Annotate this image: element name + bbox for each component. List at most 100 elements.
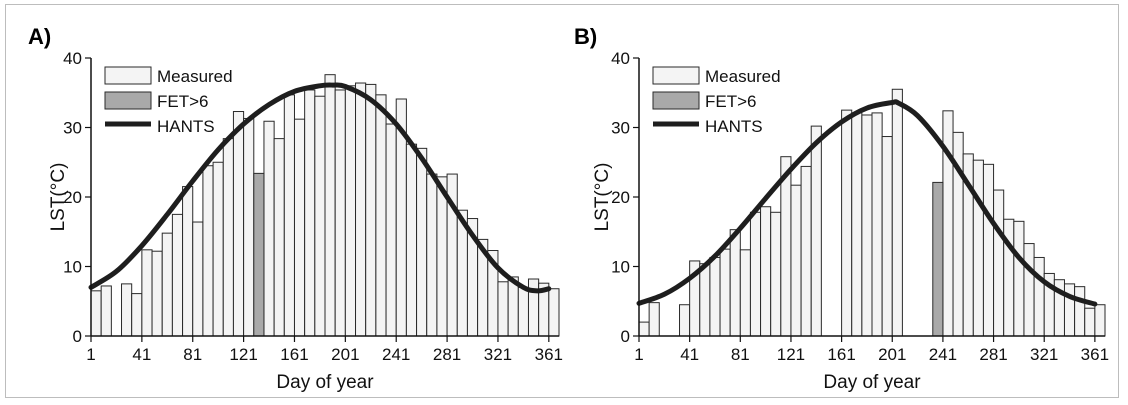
x-tick-label: 161: [280, 345, 308, 364]
bar-measured: [790, 184, 802, 337]
y-tick-label: 0: [621, 327, 630, 346]
legend-swatch-fet: [104, 91, 152, 110]
x-tick-label: 41: [132, 345, 151, 364]
bar-measured: [780, 156, 792, 337]
legend-label: HANTS: [705, 117, 763, 136]
bar-measured: [212, 161, 224, 337]
y-axis-label: LST(°C): [48, 163, 69, 232]
bar-measured: [436, 176, 448, 337]
bar-measured: [679, 304, 691, 337]
y-tick-label: 0: [73, 327, 82, 346]
panel-label: A): [28, 24, 51, 49]
bar-measured: [1094, 304, 1106, 337]
chart-panel-a: A) 0 10 20 30 40 1 41 81 121 161 201 241 281 321 361 Day…: [28, 24, 563, 393]
bar-measured: [719, 248, 731, 337]
y-tick-label: 10: [63, 258, 82, 277]
legend-label: Measured: [705, 67, 781, 86]
bar-measured: [365, 83, 377, 337]
bar-measured: [243, 117, 255, 337]
x-tick-label: 241: [929, 345, 957, 364]
bar-measured: [100, 285, 112, 337]
bar-measured: [182, 186, 194, 337]
bar-measured: [810, 125, 822, 337]
legend-swatch-measured: [652, 66, 700, 85]
bar-measured: [121, 283, 133, 337]
y-tick-label: 20: [611, 188, 630, 207]
x-tick-label: 361: [535, 345, 563, 364]
bar-measured: [770, 211, 782, 337]
bar-measured: [283, 94, 295, 337]
bar-measured: [709, 256, 721, 337]
y-tick-label: 10: [611, 258, 630, 277]
legend-label: Measured: [157, 67, 233, 86]
bar-measured: [861, 114, 873, 337]
x-tick-label: 281: [979, 345, 1007, 364]
y-tick-label: 40: [63, 49, 82, 68]
bar-measured: [841, 109, 853, 337]
bar-measured: [304, 89, 316, 337]
bar-fet: [253, 172, 265, 337]
bar-measured: [648, 302, 660, 337]
x-tick-label: 201: [331, 345, 359, 364]
bar-measured: [375, 94, 387, 337]
bar-measured: [1023, 243, 1035, 337]
bar-measured: [131, 293, 143, 337]
bar-measured: [273, 138, 285, 337]
bar-measured: [324, 74, 336, 337]
y-tick-label: 30: [611, 119, 630, 138]
legend-swatch-measured: [104, 66, 152, 85]
bar-measured: [141, 249, 153, 337]
bar-measured: [263, 120, 275, 337]
x-tick-label: 41: [680, 345, 699, 364]
bar-measured: [426, 173, 438, 337]
bar-measured: [334, 89, 346, 337]
x-tick-label: 121: [229, 345, 257, 364]
hants-curve: [636, 99, 1098, 307]
bar-measured: [699, 263, 711, 337]
bar-measured: [800, 165, 812, 337]
x-tick-label: 1: [86, 345, 95, 364]
bar-measured: [729, 229, 741, 337]
legend-label: FET>6: [705, 92, 757, 111]
bar-measured: [232, 111, 245, 337]
y-tick-label: 30: [63, 119, 82, 138]
legend-swatch-fet: [652, 91, 700, 110]
bar-measured: [151, 250, 163, 337]
y-axis-label: LST(°C): [592, 163, 613, 232]
bar-measured: [416, 147, 428, 337]
bar-measured: [314, 95, 326, 337]
x-tick-label: 321: [1030, 345, 1058, 364]
x-tick-label: 81: [183, 345, 202, 364]
bar-measured: [1084, 307, 1096, 337]
x-tick-label: 241: [382, 345, 410, 364]
bar-measured: [851, 112, 863, 337]
bar-measured: [972, 159, 984, 337]
bar-measured: [1063, 283, 1076, 337]
bar-measured: [90, 290, 102, 337]
bar-measured: [891, 88, 903, 337]
y-tick-label: 40: [611, 49, 630, 68]
x-axis-label: Day of year: [823, 372, 921, 393]
bar-measured: [222, 138, 234, 337]
bar-measured: [749, 211, 762, 337]
bar-measured: [1074, 286, 1086, 337]
y-tick-label: 20: [63, 188, 82, 207]
x-tick-label: 361: [1081, 345, 1109, 364]
bar-measured: [497, 281, 509, 337]
bar-measured: [881, 136, 893, 337]
hants-curve: [88, 82, 552, 294]
bar-measured: [993, 189, 1005, 337]
x-tick-label: 1: [634, 345, 643, 364]
bar-measured: [355, 82, 367, 337]
x-axis-label: Day of year: [276, 372, 374, 393]
x-tick-label: 321: [484, 345, 512, 364]
bar-measured: [161, 232, 173, 337]
x-tick-label: 121: [777, 345, 805, 364]
x-tick-label: 81: [731, 345, 750, 364]
bar-measured: [344, 85, 357, 337]
chart-panel-b: B) 0 10 20 30 40 1 41 81 121 161 201 241 281 321 361 Day…: [574, 24, 1109, 393]
bar-measured: [405, 143, 418, 337]
bar-measured: [202, 165, 214, 337]
bar-measured: [517, 286, 529, 337]
